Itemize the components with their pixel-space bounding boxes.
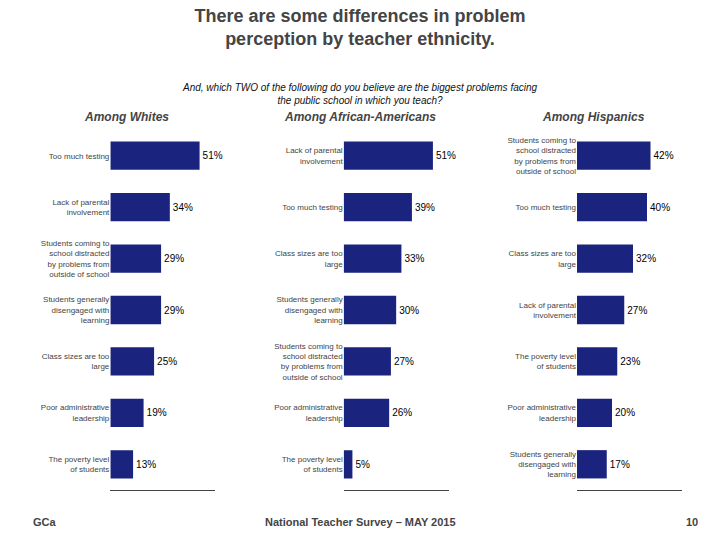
svg-text:Poor administrativeleadership: Poor administrativeleadership xyxy=(508,403,577,422)
svg-text:GCa: GCa xyxy=(33,516,57,528)
svg-text:The poverty levelof students: The poverty levelof students xyxy=(48,455,109,474)
svg-text:Class sizes are toolarge: Class sizes are toolarge xyxy=(275,249,343,268)
svg-text:5%: 5% xyxy=(355,459,370,470)
svg-text:Students coming toschool distr: Students coming toschool distractedby pr… xyxy=(274,342,343,382)
svg-text:33%: 33% xyxy=(404,253,424,264)
svg-text:34%: 34% xyxy=(173,202,193,213)
svg-text:30%: 30% xyxy=(399,305,419,316)
svg-text:Students coming toschool distr: Students coming toschool distractedby pr… xyxy=(508,136,577,176)
svg-text:Class sizes are toolarge: Class sizes are toolarge xyxy=(42,352,110,371)
svg-text:Among African-Americans: Among African-Americans xyxy=(284,110,436,124)
svg-text:Students generallydisengaged w: Students generallydisengaged withlearnin… xyxy=(510,450,576,480)
svg-text:23%: 23% xyxy=(620,356,640,367)
svg-text:Lack of parentalinvolvement: Lack of parentalinvolvement xyxy=(286,146,344,165)
svg-text:25%: 25% xyxy=(157,356,177,367)
svg-text:Lack of parentalinvolvement: Lack of parentalinvolvement xyxy=(519,301,577,320)
svg-text:Too much testing: Too much testing xyxy=(49,152,109,161)
svg-text:20%: 20% xyxy=(615,407,635,418)
svg-text:National Teacher Survey – MAY: National Teacher Survey – MAY 2015 xyxy=(265,516,456,528)
svg-text:And, which TWO of the followin: And, which TWO of the following do you b… xyxy=(182,82,538,106)
svg-text:Class sizes are toolarge: Class sizes are toolarge xyxy=(508,249,576,268)
svg-text:Among Whites: Among Whites xyxy=(84,110,169,124)
svg-text:29%: 29% xyxy=(164,253,184,264)
svg-text:51%: 51% xyxy=(203,150,223,161)
svg-text:Poor administrativeleadership: Poor administrativeleadership xyxy=(41,403,110,422)
svg-text:40%: 40% xyxy=(650,202,670,213)
svg-text:Too much testing: Too much testing xyxy=(282,203,342,212)
svg-text:Students generallydisengaged w: Students generallydisengaged withlearnin… xyxy=(43,295,109,325)
svg-text:Poor administrativeleadership: Poor administrativeleadership xyxy=(274,403,343,422)
svg-text:Too much testing: Too much testing xyxy=(516,203,576,212)
svg-text:10: 10 xyxy=(686,516,698,528)
svg-text:Lack of parentalinvolvement: Lack of parentalinvolvement xyxy=(52,198,110,217)
svg-text:26%: 26% xyxy=(392,407,412,418)
svg-text:19%: 19% xyxy=(147,407,167,418)
svg-text:The poverty levelof students: The poverty levelof students xyxy=(515,352,576,371)
svg-text:There are some differences in: There are some differences in problemper… xyxy=(194,6,525,49)
svg-text:Among Hispanics: Among Hispanics xyxy=(542,110,645,124)
svg-text:32%: 32% xyxy=(636,253,656,264)
svg-text:Students coming toschool distr: Students coming toschool distractedby pr… xyxy=(41,239,110,279)
svg-text:42%: 42% xyxy=(654,150,674,161)
svg-text:29%: 29% xyxy=(164,305,184,316)
svg-text:The poverty levelof students: The poverty levelof students xyxy=(282,455,343,474)
svg-text:51%: 51% xyxy=(436,150,456,161)
svg-text:27%: 27% xyxy=(394,356,414,367)
svg-text:Students generallydisengaged w: Students generallydisengaged withlearnin… xyxy=(276,295,342,325)
svg-text:17%: 17% xyxy=(610,459,630,470)
svg-text:39%: 39% xyxy=(415,202,435,213)
svg-text:13%: 13% xyxy=(136,459,156,470)
svg-text:27%: 27% xyxy=(627,305,647,316)
